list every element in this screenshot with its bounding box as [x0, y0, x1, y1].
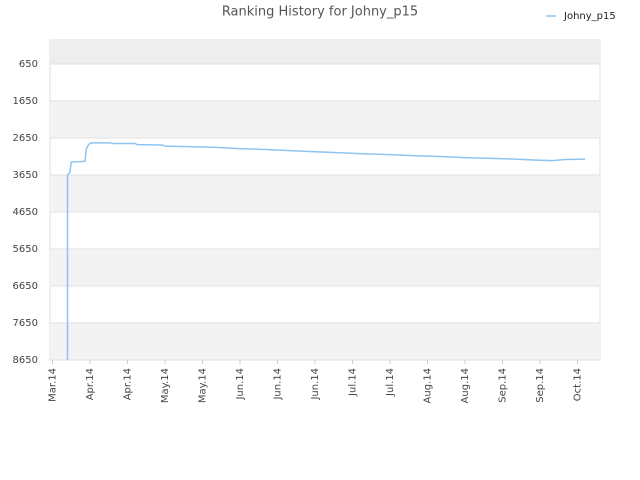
plot-band: [50, 323, 600, 360]
x-tick-label: May.14: [198, 368, 209, 403]
x-tick-label: May.14: [160, 368, 171, 403]
y-tick-label: 1650: [13, 96, 38, 107]
y-tick-label: 8650: [13, 355, 38, 366]
x-tick-label: Jul.14: [385, 368, 396, 397]
y-tick-label: 4650: [13, 207, 38, 218]
x-tick-label: Sep.14: [535, 368, 546, 403]
y-tick-label: 6650: [13, 281, 38, 292]
line: [66, 142, 586, 360]
y-tick-label: 3650: [13, 170, 38, 181]
x-tick-label: Mar.14: [48, 368, 59, 402]
plot-band: [50, 101, 600, 139]
plot-band: [50, 40, 600, 65]
y-tick-label: 2650: [13, 133, 38, 144]
plot-band: [50, 249, 600, 287]
x-tick-label: Jul.14: [348, 368, 359, 397]
x-tick-label: Oct.14: [573, 368, 584, 401]
legend-label: Johny_p15: [563, 11, 616, 22]
x-tick-label: Apr.14: [85, 368, 96, 400]
y-tick-label: 7650: [13, 318, 38, 329]
x-tick-label: Aug.14: [423, 368, 434, 403]
y-tick-label: 5650: [13, 244, 38, 255]
x-tick-label: Sep.14: [498, 368, 509, 403]
x-tick-label: Jun.14: [310, 368, 321, 401]
x-tick-label: Jun.14: [235, 368, 246, 401]
x-tick-label: Jun.14: [273, 368, 284, 401]
plot-band: [50, 175, 600, 213]
x-tick-label: Aug.14: [460, 368, 471, 403]
x-tick-label: Apr.14: [123, 368, 134, 400]
chart-title: Ranking History for Johny_p15: [222, 5, 418, 20]
y-tick-label: 650: [19, 59, 38, 70]
